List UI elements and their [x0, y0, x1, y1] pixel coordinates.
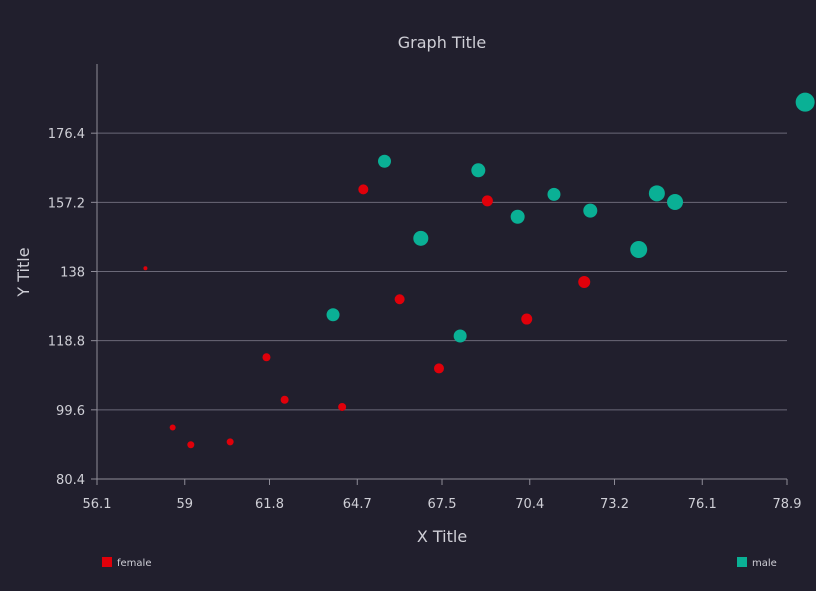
x-tick-label: 56.1 [83, 497, 112, 512]
data-point-male[interactable] [583, 203, 598, 218]
data-point-male[interactable] [326, 308, 340, 322]
legend-item-female[interactable]: female [102, 557, 151, 569]
data-point-male[interactable] [630, 241, 648, 259]
x-tick-label: 67.5 [428, 497, 457, 512]
data-point-female[interactable] [280, 395, 289, 404]
legend: female male [102, 557, 777, 569]
x-tick-label: 70.4 [515, 497, 544, 512]
x-tick-label: 64.7 [343, 497, 372, 512]
data-points [143, 92, 815, 449]
x-axis-title: X Title [417, 527, 467, 546]
legend-item-male[interactable]: male [737, 557, 777, 569]
data-point-female[interactable] [226, 438, 234, 446]
data-point-female[interactable] [394, 294, 405, 305]
data-point-female[interactable] [433, 363, 444, 374]
x-tick-label: 59 [176, 497, 193, 512]
data-point-male[interactable] [510, 209, 525, 224]
x-axis-ticks: 56.1 59 61.8 64.7 67.5 70.4 73.2 76.1 78.9 [83, 479, 802, 512]
x-tick-label: 76.1 [688, 497, 717, 512]
y-tick-label: 118.8 [48, 335, 85, 350]
y-axis-title: Y Title [14, 247, 33, 297]
data-point-female[interactable] [143, 266, 148, 271]
data-point-male[interactable] [378, 154, 391, 168]
y-axis-ticks: 80.4 99.6 118.8 138 157.2 176.4 [48, 127, 97, 488]
x-tick-label: 78.9 [773, 497, 802, 512]
data-point-female[interactable] [262, 353, 271, 362]
x-tick-label: 61.8 [255, 497, 284, 512]
legend-swatch-female [102, 557, 112, 567]
chart-title: Graph Title [398, 33, 486, 52]
data-point-male[interactable] [471, 163, 486, 178]
data-point-male[interactable] [547, 187, 561, 201]
data-point-male[interactable] [795, 92, 815, 112]
data-point-male[interactable] [413, 230, 429, 246]
data-point-female[interactable] [481, 195, 493, 207]
data-point-female[interactable] [578, 275, 591, 288]
data-point-male[interactable] [667, 193, 684, 210]
y-tick-label: 157.2 [48, 196, 85, 211]
legend-swatch-male [737, 557, 747, 567]
legend-label-female: female [117, 558, 151, 569]
data-point-male[interactable] [648, 185, 665, 202]
data-point-male[interactable] [453, 329, 467, 343]
x-tick-label: 73.2 [600, 497, 629, 512]
y-tick-label: 99.6 [56, 404, 85, 419]
legend-label-male: male [752, 558, 777, 569]
data-point-female[interactable] [338, 402, 347, 411]
data-point-female[interactable] [187, 441, 195, 449]
y-tick-label: 80.4 [56, 473, 85, 488]
y-tick-label: 176.4 [48, 127, 85, 142]
data-point-female[interactable] [521, 313, 533, 325]
data-point-female[interactable] [358, 184, 369, 195]
y-tick-label: 138 [60, 266, 85, 281]
data-point-female[interactable] [169, 424, 176, 431]
